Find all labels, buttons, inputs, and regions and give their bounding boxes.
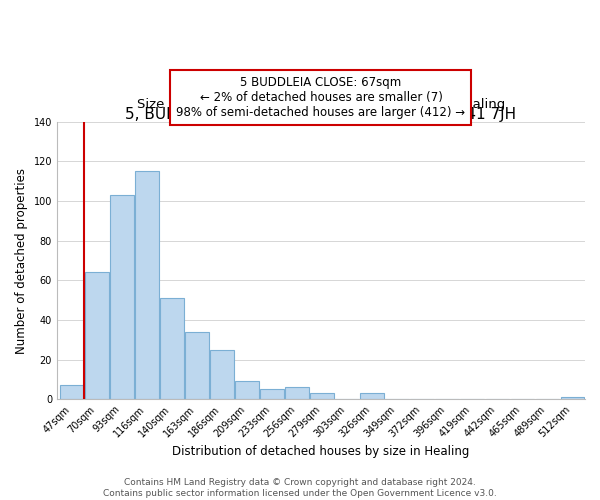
Bar bbox=[160, 298, 184, 399]
Bar bbox=[110, 195, 134, 399]
Text: Size of property relative to detached houses in Healing: Size of property relative to detached ho… bbox=[137, 98, 505, 111]
X-axis label: Distribution of detached houses by size in Healing: Distribution of detached houses by size … bbox=[172, 444, 470, 458]
Bar bbox=[135, 172, 159, 399]
Bar bbox=[210, 350, 234, 399]
Bar bbox=[310, 393, 334, 399]
Bar bbox=[185, 332, 209, 399]
Bar bbox=[285, 388, 309, 399]
Bar bbox=[235, 382, 259, 399]
Y-axis label: Number of detached properties: Number of detached properties bbox=[15, 168, 28, 354]
Bar bbox=[60, 386, 84, 399]
Title: 5, BUDDLEIA CLOSE, HEALING, GRIMSBY, DN41 7JH: 5, BUDDLEIA CLOSE, HEALING, GRIMSBY, DN4… bbox=[125, 107, 517, 122]
Bar bbox=[560, 397, 584, 399]
Bar bbox=[260, 390, 284, 399]
Text: 5 BUDDLEIA CLOSE: 67sqm
← 2% of detached houses are smaller (7)
98% of semi-deta: 5 BUDDLEIA CLOSE: 67sqm ← 2% of detached… bbox=[176, 76, 466, 119]
Bar bbox=[361, 393, 384, 399]
Text: Contains HM Land Registry data © Crown copyright and database right 2024.
Contai: Contains HM Land Registry data © Crown c… bbox=[103, 478, 497, 498]
Bar bbox=[85, 272, 109, 399]
